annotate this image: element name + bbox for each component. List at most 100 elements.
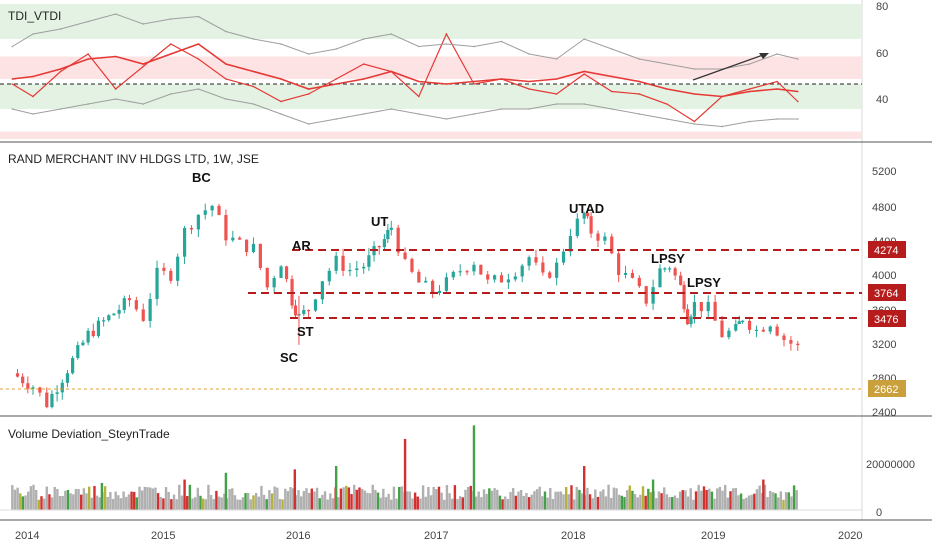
volume-bar (755, 489, 759, 510)
volume-bar (432, 486, 435, 510)
tdi-point (335, 118, 337, 120)
volume-tick-label: 20000000 (866, 459, 915, 471)
volume-bar (504, 496, 507, 510)
tdi-point (362, 38, 365, 40)
volume-spike (472, 425, 476, 510)
candle-body (141, 309, 145, 321)
volume-bar (53, 486, 56, 510)
tdi-point (528, 53, 530, 55)
annotation-lpsy-1: LPSY (651, 251, 685, 266)
volume-bar (570, 485, 573, 510)
volume-bar (435, 489, 438, 510)
candle-body (775, 326, 779, 336)
volume-axis[interactable]: 20000000 0 (866, 459, 915, 519)
tdi-axis[interactable]: 80 60 40 (876, 1, 888, 106)
tdi-point (748, 63, 751, 65)
candle-body (293, 305, 298, 316)
volume-bar (734, 488, 737, 510)
candle-body (26, 383, 30, 389)
tdi-point (666, 63, 668, 65)
tdi-point (528, 88, 530, 90)
candle-body (176, 256, 180, 281)
volume-bar (488, 488, 491, 510)
tdi-point (748, 120, 751, 123)
volume-bar (220, 497, 223, 510)
volume-bar (286, 491, 290, 510)
level-badge-3476[interactable]: 3476 (868, 310, 906, 327)
time-tick-label: 2019 (701, 530, 725, 542)
volume-bar (172, 494, 176, 510)
volume-bar (668, 497, 671, 510)
volume-spike (403, 438, 407, 510)
volume-bar (474, 496, 478, 510)
volume-bar (310, 488, 313, 510)
volume-bar (146, 487, 149, 510)
tdi-point (445, 83, 448, 85)
volume-bar (42, 498, 46, 510)
volume-bar (647, 488, 650, 510)
tdi-point (170, 93, 172, 95)
tdi-point (142, 65, 145, 68)
tdi-point (87, 58, 89, 60)
tdi-point (335, 48, 337, 50)
volume-bar (538, 486, 541, 510)
tdi-point (170, 53, 172, 55)
volume-bar (771, 492, 775, 510)
candle-body (623, 272, 628, 275)
level-badge-4274[interactable]: 4274 (868, 241, 906, 258)
volume-bar (305, 488, 308, 510)
tdi-point (638, 113, 641, 115)
volume-bar (299, 496, 303, 510)
volume-bar (747, 495, 751, 510)
tdi-point (280, 78, 282, 80)
candle-body (417, 271, 421, 283)
volume-bar (681, 490, 684, 510)
candle-body (231, 237, 235, 241)
candle-body (768, 326, 772, 332)
tdi-point (721, 125, 723, 128)
volume-bar (670, 497, 674, 510)
candle-body (668, 268, 672, 270)
time-tick-label: 2015 (151, 530, 175, 542)
candle-body (334, 255, 338, 271)
candle-body (31, 387, 35, 389)
volume-bar (241, 497, 245, 510)
volume-bar (162, 498, 165, 510)
level-badge-2662[interactable]: 2662 (868, 380, 906, 397)
volume-bar (159, 496, 162, 510)
candle-body (713, 301, 717, 321)
tdi-point (280, 43, 282, 45)
candle-body (55, 392, 59, 394)
annotation-utad: UTAD (569, 201, 604, 216)
volume-bar (368, 493, 372, 510)
volume-bar (191, 498, 194, 510)
volume-bar (580, 493, 584, 510)
volume-bar (130, 491, 133, 510)
volume-bar (119, 498, 123, 510)
annotation-ar: AR (292, 238, 311, 253)
tdi-point (418, 45, 420, 48)
volume-bar (11, 485, 14, 510)
tdi-point (473, 83, 475, 85)
tdi-point (11, 83, 14, 85)
volume-bar (281, 499, 284, 510)
volume-spike (762, 479, 765, 510)
volume-bar (586, 487, 589, 510)
volume-bar (90, 497, 94, 510)
price-tick-label: 4000 (872, 270, 896, 282)
volume-bar (307, 492, 311, 510)
volume-bar (437, 486, 441, 510)
level-badge-3764[interactable]: 3764 (868, 284, 906, 301)
volume-bar (196, 487, 200, 510)
tdi-point (87, 53, 89, 55)
candle-body (431, 280, 435, 294)
tdi-point (32, 75, 34, 78)
tdi-point (500, 40, 503, 43)
time-axis[interactable]: 2014 2015 2016 2017 2018 2019 2020 (15, 530, 862, 542)
volume-bar (517, 491, 520, 510)
volume-bar (156, 493, 160, 510)
tdi-point (748, 88, 751, 90)
candle-body (302, 310, 306, 315)
annotation-st: ST (297, 324, 314, 339)
tdi-point (390, 33, 393, 35)
